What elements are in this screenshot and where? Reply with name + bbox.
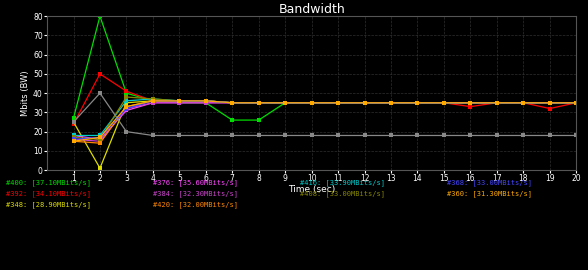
Text: #420: [32.00MBits/s]: #420: [32.00MBits/s] [153,201,238,208]
Text: [348]  0.0-20.3 sec  69.9 MBytes  28.9 Mbits/sec: [348] 0.0-20.3 sec 69.9 MBytes 28.9 Mbit… [3,242,225,251]
Text: [416]  0.0-20.3 sec  82.0 MBytes  33.9 Mbits/sec: [416] 0.0-20.3 sec 82.0 MBytes 33.9 Mbit… [3,227,225,235]
Y-axis label: Mbits (BW): Mbits (BW) [21,70,31,116]
Text: #392: [34.10MBits/s]: #392: [34.10MBits/s] [6,190,91,197]
Text: #368: [33.00MBits/s]: #368: [33.00MBits/s] [447,180,532,186]
X-axis label: Time (sec): Time (sec) [288,185,335,194]
Text: [SUM]  0.0-20.3 sec  806 MBytes   333 Mbits/sec: [SUM] 0.0-20.3 sec 806 MBytes 333 Mbits/… [3,250,220,259]
Text: #348: [28.90MBits/s]: #348: [28.90MBits/s] [6,201,91,208]
Text: Done.: Done. [3,258,26,267]
Text: #416: [33.90MBits/s]: #416: [33.90MBits/s] [300,180,385,186]
Text: #376: [35.60MBits/s]: #376: [35.60MBits/s] [153,180,238,186]
Text: #408: [33.00MBits/s]: #408: [33.00MBits/s] [300,190,385,197]
Text: Output: Output [3,205,35,214]
Title: Bandwidth: Bandwidth [278,3,345,16]
Text: [376]  0.0-20.3 sec  86.1 MBytes  35.6 Mbits/sec: [376] 0.0-20.3 sec 86.1 MBytes 35.6 Mbit… [3,219,225,228]
Text: #360: [31.30MBits/s]: #360: [31.30MBits/s] [447,190,532,197]
Text: #400: [37.10MBits/s]: #400: [37.10MBits/s] [6,180,91,186]
Text: #384: [32.30MBits/s]: #384: [32.30MBits/s] [153,190,238,197]
Text: [360]  0.0-20.3 sec  80.5 MBytes  33.3 Mbits/sec: [360] 0.0-20.3 sec 80.5 MBytes 33.3 Mbit… [3,234,225,243]
